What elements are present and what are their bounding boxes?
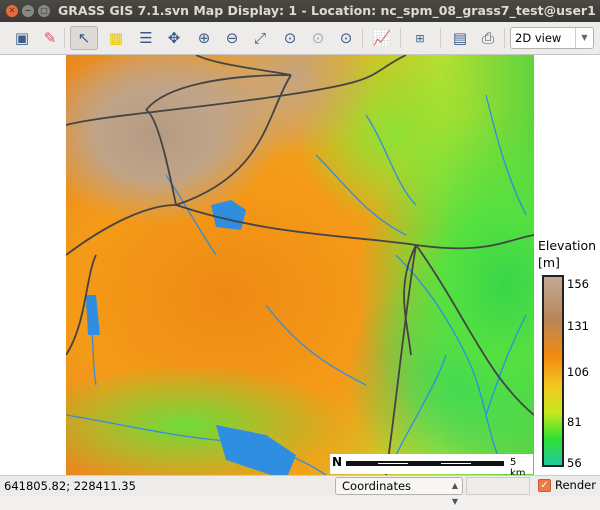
legend-tick: 106 [567,365,589,379]
streams [66,94,527,475]
legend-tick: 56 [567,456,582,470]
toolbar: ▣ ✎ ↖ ▦ ☰ ✥ ⊕ ⊖ ⤢ ⊙ ⊙ ⊙ 📈 ⊞ ▤ ⎙ 2D view ▼ [0,22,600,55]
lakes [86,200,296,475]
render-label: Render [555,478,596,492]
zoom-back-icon[interactable]: ⊙ [283,29,297,47]
pan-icon[interactable]: ✥ [167,29,181,47]
mode-value: Coordinates [342,479,412,493]
pointer-icon[interactable]: ↖ [70,26,98,50]
map-overlay [66,55,534,475]
zoom-menu-icon[interactable]: ⊙ [339,29,353,47]
coordinates-readout: 641805.82; 228411.35 [4,479,136,493]
save-image-icon[interactable]: ▤ [452,29,468,47]
print-icon[interactable]: ⎙ [481,29,494,47]
render-checkbox[interactable]: ✓ Render [538,478,596,492]
spinner-icon: ▲ ▼ [451,481,458,506]
zoom-region-icon[interactable]: ⊙ [311,29,325,47]
view-mode-value: 2D view [515,31,562,45]
display-map-icon[interactable]: ▣ [14,29,30,47]
scale-bar-line [346,461,504,466]
roads [66,55,534,475]
query-icon[interactable]: ☰ [139,29,153,47]
north-arrow-icon: N [332,455,343,469]
analyze-icon[interactable]: 📈 [372,29,392,47]
scale-bar-label: 5 km [510,457,526,479]
window-title: GRASS GIS 7.1.svn Map Display: 1 - Locat… [58,3,596,18]
status-field [466,477,530,495]
legend-color-ramp [542,275,564,467]
status-bar: 641805.82; 228411.35 Coordinates ▲ ▼ ✓ Rend… [0,475,600,506]
scale-bar: N 5 km [330,454,533,479]
legend-tick: 156 [567,277,589,291]
statusbar-mode-select[interactable]: Coordinates ▲ ▼ [335,477,463,506]
legend-title: Elevation [m] [538,238,597,270]
zoom-out-icon[interactable]: ⊖ [225,29,239,47]
zoom-extent-icon[interactable]: ⤢ [253,29,266,47]
checkbox-checked-icon: ✓ [538,478,551,492]
minimize-button[interactable]: − [22,5,34,17]
map-canvas[interactable]: Elevation [m] 156 131 106 81 56 N 5 km [0,55,600,479]
maximize-button[interactable]: □ [38,5,50,17]
legend-tick: 81 [567,415,582,429]
zoom-in-icon[interactable]: ⊕ [197,29,211,47]
select-icon[interactable]: ▦ [108,29,124,47]
close-button[interactable]: ✕ [6,5,18,17]
legend-tick: 131 [567,319,589,333]
chevron-down-icon: ▼ [575,28,593,48]
erase-icon[interactable]: ✎ [43,29,57,47]
view-mode-select[interactable]: 2D view ▼ [510,27,594,49]
decoration-icon[interactable]: ⊞ [415,31,425,45]
elevation-map[interactable] [66,55,534,475]
title-bar: ✕ − □ GRASS GIS 7.1.svn Map Display: 1 -… [0,0,600,22]
